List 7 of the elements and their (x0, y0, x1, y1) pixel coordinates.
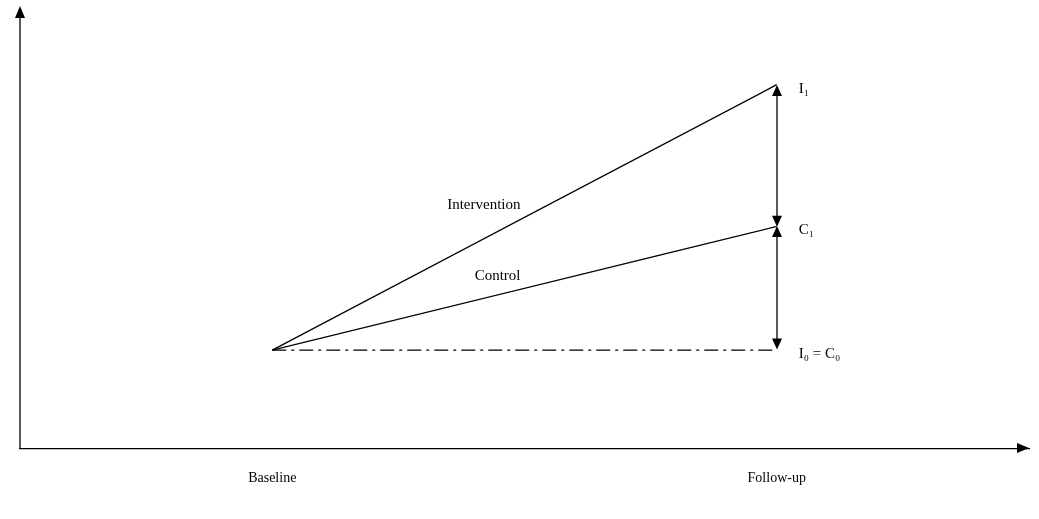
annotation: I₁ (798, 79, 809, 96)
annotation: C₁ (798, 221, 814, 238)
series-label: Control (474, 266, 521, 283)
x-tick-label: Follow-up (747, 470, 806, 486)
annotation: I₀ = C₀ (798, 344, 841, 361)
x-tick-label: Baseline (248, 470, 297, 486)
series-label: Intervention (447, 195, 521, 212)
